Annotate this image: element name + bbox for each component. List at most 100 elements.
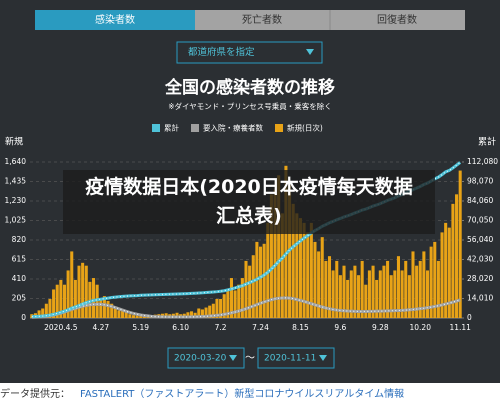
line-dots (31, 161, 461, 318)
tab-active[interactable] (35, 10, 195, 30)
tab-label[interactable]: 回復者数 (377, 13, 417, 26)
bar (88, 281, 92, 318)
bar (367, 270, 371, 318)
line-dots (31, 297, 461, 318)
dropdown-arrow (306, 49, 314, 55)
legend-label: 新規(日次) (287, 123, 323, 133)
x-tick-label: 6.10 (172, 323, 189, 332)
bar (295, 213, 299, 318)
bar (226, 289, 230, 318)
bar (244, 260, 248, 318)
bar (175, 312, 179, 318)
bar (342, 265, 346, 318)
bar (262, 243, 266, 318)
y2-tick-label: 28,020 (467, 274, 493, 283)
date-separator: 〜 (245, 353, 255, 364)
bar (404, 260, 408, 318)
bar (48, 298, 52, 318)
y-tick-label: 1,025 (5, 216, 27, 225)
bar (84, 265, 88, 318)
tab[interactable] (330, 10, 465, 30)
bar (70, 251, 74, 318)
overlay-banner: 疫情数据日本(2020日本疫情每天数据汇总表) (63, 170, 435, 234)
y-axis-label: 新規 (5, 136, 23, 148)
legend-label: 要入院・療養者数 (203, 123, 263, 133)
date-to[interactable]: 2020-11-11 (264, 354, 316, 364)
bar (331, 270, 335, 318)
bar (349, 270, 353, 318)
bar (131, 315, 135, 318)
bar (400, 270, 404, 318)
x-tick-label: 8.15 (292, 323, 309, 332)
bar (389, 275, 393, 318)
bar (128, 314, 132, 318)
tab-label[interactable]: 死亡者数 (242, 13, 282, 26)
y2-tick-label: 0 (467, 313, 472, 322)
chart-title: 全国の感染者数の推移 (164, 77, 335, 98)
y2-tick-label: 42,030 (467, 255, 493, 264)
bar (306, 232, 310, 318)
bar (346, 279, 350, 318)
bar (99, 298, 103, 318)
dropdown[interactable] (176, 41, 323, 64)
bar (208, 305, 212, 318)
footer-label: データ提供元： (0, 387, 70, 400)
x-tick-label: 5.19 (132, 323, 149, 332)
bar (436, 260, 440, 318)
bar (142, 316, 146, 318)
bar (62, 284, 67, 318)
bar (229, 278, 234, 318)
bar (95, 284, 99, 318)
bar (425, 270, 430, 318)
bar (335, 260, 339, 318)
x-tick-label: 11.11 (449, 323, 471, 332)
dropdown-label[interactable]: 都道府県を指定 (188, 46, 255, 58)
bar (298, 218, 302, 318)
bar (204, 307, 208, 318)
bar (219, 298, 223, 318)
bar (66, 270, 70, 318)
bar (110, 303, 114, 318)
bar (200, 309, 204, 318)
date-picker[interactable] (167, 347, 245, 369)
bar (371, 265, 375, 318)
y-tick-label: 820 (12, 235, 27, 244)
x-tick-label: 7.24 (252, 323, 269, 332)
legend-label: 累計 (164, 123, 179, 133)
tab[interactable] (195, 10, 330, 30)
bar (113, 308, 117, 318)
date-picker[interactable] (257, 347, 335, 369)
bar (327, 256, 332, 318)
bar (273, 189, 277, 318)
bar (444, 222, 448, 318)
bar (378, 270, 382, 318)
footer-link[interactable]: FASTALERT（ファストアラート）新型コロナウイルスリアルタイム情報 (80, 387, 404, 400)
y2-tick-label: 14,010 (467, 294, 493, 303)
bar (411, 251, 415, 318)
bar (313, 241, 317, 318)
y2-tick-label: 56,040 (467, 235, 493, 244)
bar (186, 312, 190, 318)
bar (396, 256, 400, 318)
bar (429, 246, 433, 318)
bar (280, 213, 284, 318)
x-tick-label: 4.27 (92, 323, 109, 332)
bar (59, 279, 63, 318)
bar (455, 194, 459, 318)
tab-label[interactable]: 感染者数 (95, 13, 135, 26)
bar (37, 310, 41, 318)
date-from[interactable]: 2020-03-20 (174, 354, 227, 364)
bar (357, 275, 361, 318)
bar (197, 308, 201, 318)
y2-axis-label: 累計 (478, 136, 496, 148)
y-tick-label: 0 (21, 313, 26, 322)
bar (251, 255, 255, 318)
bar (433, 241, 437, 318)
x-tick-label: 9.6 (334, 323, 346, 332)
bar (211, 303, 215, 318)
x-tick-label: 9.28 (372, 323, 389, 332)
bar (248, 265, 252, 318)
y-tick-label: 1,640 (5, 157, 27, 166)
bar (77, 265, 81, 318)
